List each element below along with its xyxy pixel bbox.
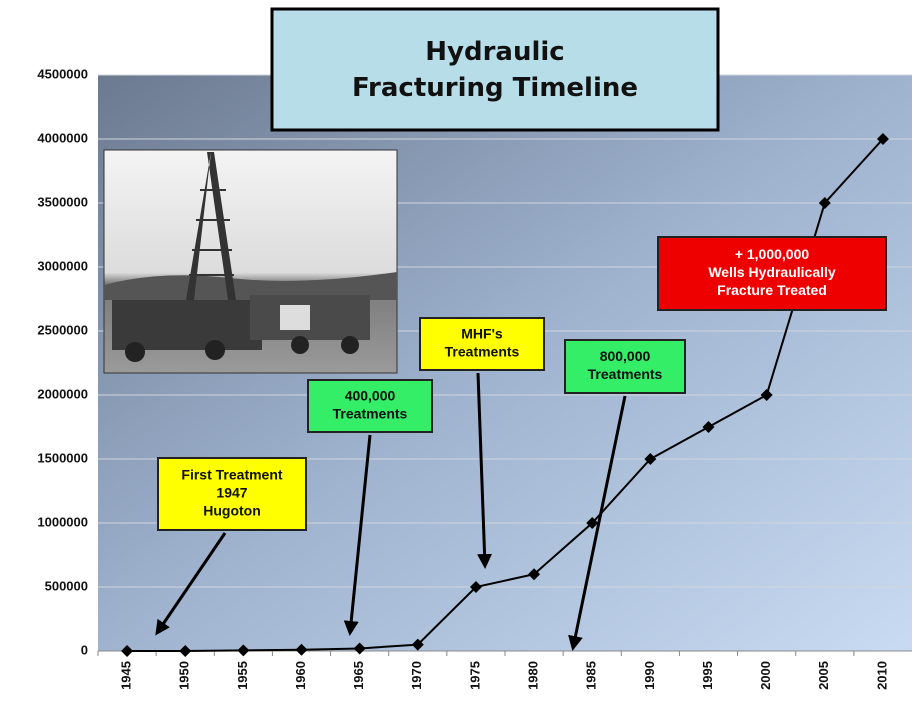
x-tick-label: 1990 bbox=[642, 661, 657, 690]
annotation-text: Fracture Treated bbox=[717, 282, 827, 298]
chart-title: Hydraulic Fracturing Timeline bbox=[351, 36, 639, 103]
data-point bbox=[469, 581, 482, 593]
annotation-arrow bbox=[568, 395, 627, 651]
annotation-arrow bbox=[476, 372, 493, 569]
data-point bbox=[295, 643, 308, 656]
data-point bbox=[528, 568, 541, 581]
annotation-text: Treatments bbox=[445, 344, 520, 360]
data-point bbox=[179, 645, 192, 657]
y-tick-label: 500000 bbox=[45, 578, 88, 593]
x-tick-label: 1995 bbox=[700, 661, 715, 690]
annotation-box bbox=[564, 339, 686, 394]
annotation-text: Hugoton bbox=[203, 503, 261, 519]
y-tick-label: 4500000 bbox=[37, 66, 88, 81]
y-tick-label: 1000000 bbox=[37, 514, 88, 529]
x-tick-label: 1945 bbox=[119, 661, 134, 690]
data-point bbox=[237, 644, 250, 657]
data-point bbox=[586, 517, 599, 529]
x-tick-label: 1980 bbox=[526, 661, 541, 690]
y-tick-label: 2000000 bbox=[37, 386, 88, 401]
x-tick-label: 1975 bbox=[467, 661, 482, 690]
x-tick-label: 1955 bbox=[235, 661, 250, 690]
x-tick-label: 1965 bbox=[351, 661, 366, 690]
annotation-text: 1947 bbox=[216, 485, 247, 501]
x-tick-label: 2010 bbox=[874, 661, 889, 690]
y-tick-label: 4000000 bbox=[37, 130, 88, 145]
x-tick-label: 1970 bbox=[409, 661, 424, 690]
x-tick-label: 1950 bbox=[177, 661, 192, 690]
annotation-text: 400,000 bbox=[345, 388, 396, 404]
annotation-text: + 1,000,000 bbox=[735, 246, 810, 262]
x-tick-label: 2000 bbox=[758, 661, 773, 690]
y-tick-label: 1500000 bbox=[37, 450, 88, 465]
annotation-arrow bbox=[343, 434, 372, 636]
data-point bbox=[121, 645, 134, 657]
data-line bbox=[127, 138, 884, 652]
data-point bbox=[876, 133, 889, 145]
annotation-box bbox=[657, 236, 887, 311]
annotation-box bbox=[419, 317, 545, 371]
annotation-box bbox=[157, 457, 307, 531]
y-tick-label: 3500000 bbox=[37, 194, 88, 209]
annotation-text: Treatments bbox=[333, 406, 408, 422]
y-tick-label: 3000000 bbox=[37, 258, 88, 273]
data-point bbox=[702, 421, 715, 433]
data-point bbox=[411, 638, 424, 651]
annotation-text: Treatments bbox=[588, 366, 663, 382]
x-tick-label: 1960 bbox=[293, 661, 308, 690]
annotation-text: MHF's bbox=[461, 326, 503, 342]
annotation-arrow bbox=[155, 532, 227, 636]
y-tick-label: 0 bbox=[81, 642, 88, 657]
title: Hydraulic Fracturing Timeline bbox=[351, 36, 639, 103]
title-box bbox=[270, 7, 720, 132]
x-tick-label: 1985 bbox=[584, 661, 599, 690]
annotation-text: Wells Hydraulically bbox=[708, 264, 836, 280]
data-point bbox=[760, 389, 773, 401]
y-tick-label: 2500000 bbox=[37, 322, 88, 337]
photo bbox=[103, 149, 398, 374]
data-point bbox=[644, 453, 657, 465]
data-point bbox=[353, 642, 366, 655]
x-tick-label: 2005 bbox=[816, 661, 831, 690]
annotation-text: 800,000 bbox=[600, 348, 651, 364]
annotation-text: First Treatment bbox=[181, 467, 282, 483]
data-point bbox=[818, 197, 831, 209]
annotation-box bbox=[307, 379, 433, 433]
